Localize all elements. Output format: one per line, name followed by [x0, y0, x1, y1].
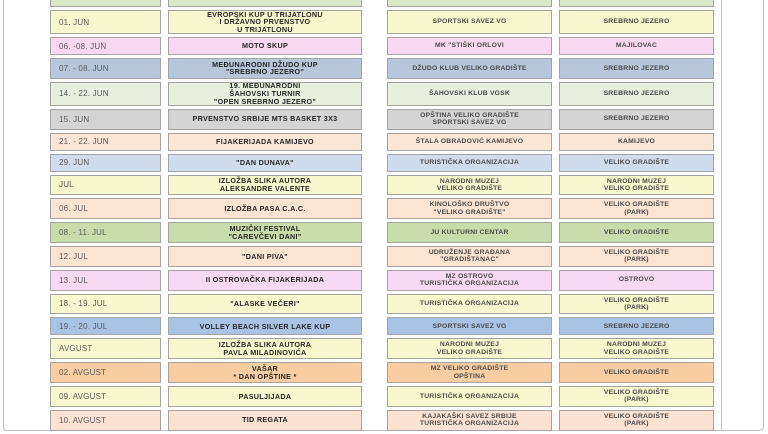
organizer-cell: TURISTIČKA ORGANIZACIJA [387, 153, 552, 172]
table-row: 07. - 08. JUN MEĐUNARODNI DŽUDO KUP "SRE… [50, 58, 714, 79]
date-cell: 06. -08. JUN [50, 37, 161, 55]
location-cell: MAJILOVAC [559, 37, 714, 55]
table-outer-right-border [721, 0, 722, 430]
date-cell: 12. JUL [50, 245, 161, 267]
date-cell: 06. JUL [50, 198, 161, 220]
date-cell: 09. AVGUST [50, 385, 161, 407]
date-cell: JUL [50, 174, 161, 196]
events-schedule-table: 01. JUN EVROPSKI KUP U TRIJATLONU I DRŽA… [50, 0, 714, 434]
organizer-cell: TURISTIČKA ORGANIZACIJA [387, 385, 552, 407]
event-cell: IZLOŽBA SLIKA AUTORA PAVLA MILADINOVIĆA [168, 338, 362, 360]
date-cell: 21. - 22. JUN [50, 132, 161, 151]
table-row: 02. AVGUST VAŠAR * DAN OPŠTINE * MZ VELI… [50, 362, 714, 383]
location-cell: SREBRNO JEZERO [559, 10, 714, 34]
organizer-cell: NARODNI MUZEJ VELIKO GRADIŠTE [387, 338, 552, 360]
location-cell: SREBRNO JEZERO [559, 317, 714, 336]
table-row: JUL IZLOŽBA SLIKA AUTORA ALEKSANDRE VALE… [50, 174, 714, 196]
date-cell: 13. JUL [50, 269, 161, 291]
event-cell: IZLOŽBA SLIKA AUTORA ALEKSANDRE VALENTE [168, 174, 362, 196]
event-cell: MUZIČKI FESTIVAL "CAREVČEVI DANI" [168, 222, 362, 243]
location-cell: SREBRNO JEZERO [559, 108, 714, 130]
organizer-cell: SPORTSKI SAVEZ VG [387, 10, 552, 34]
location-cell: SREBRNO JEZERO [559, 58, 714, 79]
date-cell [50, 0, 161, 7]
organizer-cell: KINOLOŠKO DRUŠTVO "VELIKO GRADIŠTE" [387, 198, 552, 220]
event-cell: VAŠAR * DAN OPŠTINE * [168, 362, 362, 383]
event-cell: PRVENSTVO SRBIJE MTS BASKET 3X3 [168, 108, 362, 130]
table-row: 09. AVGUST PASULJIJADA TURISTIČKA ORGANI… [50, 385, 714, 407]
table-row: 21. - 22. JUN FIJAKERIJADA KAMIJEVO ŠTAL… [50, 132, 714, 151]
organizer-cell: MK "STIŠKI ORLOVI [387, 37, 552, 55]
event-cell: EVROPSKI KUP U TRIJATLONU I DRŽAVNO PRVE… [168, 10, 362, 34]
table-row: 01. JUN EVROPSKI KUP U TRIJATLONU I DRŽA… [50, 10, 714, 34]
date-cell: AVGUST [50, 338, 161, 360]
event-cell: MOTO SKUP [168, 37, 362, 55]
location-cell: VELIKO GRADIŠTE (PARK) [559, 409, 714, 431]
organizer-cell: ŠTALA OBRADOVIĆ KAMIJEVO [387, 132, 552, 151]
location-cell: VELIKO GRADIŠTE (PARK) [559, 385, 714, 407]
organizer-cell: JU KULTURNI CENTAR [387, 222, 552, 243]
table-row: 12. JUL "DANI PIVA" UDRUŽENJE GRAĐANA "G… [50, 245, 714, 267]
table-row: AVGUST IZLOŽBA SLIKA AUTORA PAVLA MILADI… [50, 338, 714, 360]
location-cell: VELIKO GRADIŠTE [559, 362, 714, 383]
event-cell: "DAN DUNAVA" [168, 153, 362, 172]
date-cell: 19. - 20. JUL [50, 317, 161, 336]
date-cell: 29. JUN [50, 153, 161, 172]
date-cell: 15. JUN [50, 108, 161, 130]
organizer-cell: SPORTSKI SAVEZ VG [387, 317, 552, 336]
organizer-cell: MZ OSTROVO TURISTIČKA ORGANIZACIJA [387, 269, 552, 291]
location-cell: VELIKO GRADIŠTE [559, 222, 714, 243]
location-cell: VELIKO GRADIŠTE [559, 153, 714, 172]
location-cell: VELIKO GRADIŠTE (PARK) [559, 245, 714, 267]
event-cell: FIJAKERIJADA KAMIJEVO [168, 132, 362, 151]
date-cell: 07. - 08. JUN [50, 58, 161, 79]
event-cell: "DANI PIVA" [168, 245, 362, 267]
date-cell: 14. - 22. JUN [50, 81, 161, 106]
date-cell: 01. JUN [50, 10, 161, 34]
table-row: 10. AVGUST TID REGATA KAJAKAŠKI SAVEZ SR… [50, 409, 714, 431]
location-cell: NARODNI MUZEJ VELIKO GRADIŠTE [559, 338, 714, 360]
table-row: 29. JUN "DAN DUNAVA" TURISTIČKA ORGANIZA… [50, 153, 714, 172]
table-row-partial-top [50, 0, 714, 7]
location-cell: OSTROVO [559, 269, 714, 291]
table-row: 19. - 20. JUL VOLLEY BEACH SILVER LAKE K… [50, 317, 714, 336]
organizer-cell [387, 0, 552, 7]
event-cell [168, 0, 362, 7]
location-cell: SREBRNO JEZERO [559, 81, 714, 106]
event-cell: TID REGATA [168, 409, 362, 431]
location-cell: VELIKO GRADIŠTE (PARK) [559, 293, 714, 315]
location-cell: KAMIJEVO [559, 132, 714, 151]
event-cell: PASULJIJADA [168, 385, 362, 407]
organizer-cell: KAJAKAŠKI SAVEZ SRBIJE TURISTIČKA ORGANI… [387, 409, 552, 431]
table-row: 15. JUN PRVENSTVO SRBIJE MTS BASKET 3X3 … [50, 108, 714, 130]
table-row: 06. JUL IZLOŽBA PASA C.A.C. KINOLOŠKO DR… [50, 198, 714, 220]
organizer-cell: OPŠTINA VELIKO GRADIŠTE SPORTSKI SAVEZ V… [387, 108, 552, 130]
table-row: 14. - 22. JUN 19. MEĐUNARODNI ŠAHOVSKI T… [50, 81, 714, 106]
date-cell: 10. AVGUST [50, 409, 161, 431]
event-cell: "ALASKE VEČERI" [168, 293, 362, 315]
event-cell: IZLOŽBA PASA C.A.C. [168, 198, 362, 220]
organizer-cell: UDRUŽENJE GRAĐANA "GRADIŠTANAC" [387, 245, 552, 267]
table-row: 06. -08. JUN MOTO SKUP MK "STIŠKI ORLOVI… [50, 37, 714, 55]
event-cell: VOLLEY BEACH SILVER LAKE KUP [168, 317, 362, 336]
date-cell: 02. AVGUST [50, 362, 161, 383]
organizer-cell: TURISTIČKA ORGANIZACIJA [387, 293, 552, 315]
organizer-cell: MZ VELIKO GRADIŠTE OPŠTINA [387, 362, 552, 383]
organizer-cell: DŽUDO KLUB VELIKO GRADIŠTE [387, 58, 552, 79]
organizer-cell: NARODNI MUZEJ VELIKO GRADIŠTE [387, 174, 552, 196]
event-cell: MEĐUNARODNI DŽUDO KUP "SREBRNO JEZERO" [168, 58, 362, 79]
event-cell: II OSTROVAČKA FIJAKERIJADA [168, 269, 362, 291]
date-cell: 18. - 19. JUL [50, 293, 161, 315]
event-cell: 19. MEĐUNARODNI ŠAHOVSKI TURNIR "OPEN SR… [168, 81, 362, 106]
date-cell: 08. - 11. JUL [50, 222, 161, 243]
location-cell: VELIKO GRADIŠTE (PARK) [559, 198, 714, 220]
location-cell [559, 0, 714, 7]
table-row: 08. - 11. JUL MUZIČKI FESTIVAL "CAREVČEV… [50, 222, 714, 243]
table-row: 13. JUL II OSTROVAČKA FIJAKERIJADA MZ OS… [50, 269, 714, 291]
location-cell: NARODNI MUZEJ VELIKO GRADIŠTE [559, 174, 714, 196]
table-row: 18. - 19. JUL "ALASKE VEČERI" TURISTIČKA… [50, 293, 714, 315]
organizer-cell: ŠAHOVSKI KLUB VGSK [387, 81, 552, 106]
